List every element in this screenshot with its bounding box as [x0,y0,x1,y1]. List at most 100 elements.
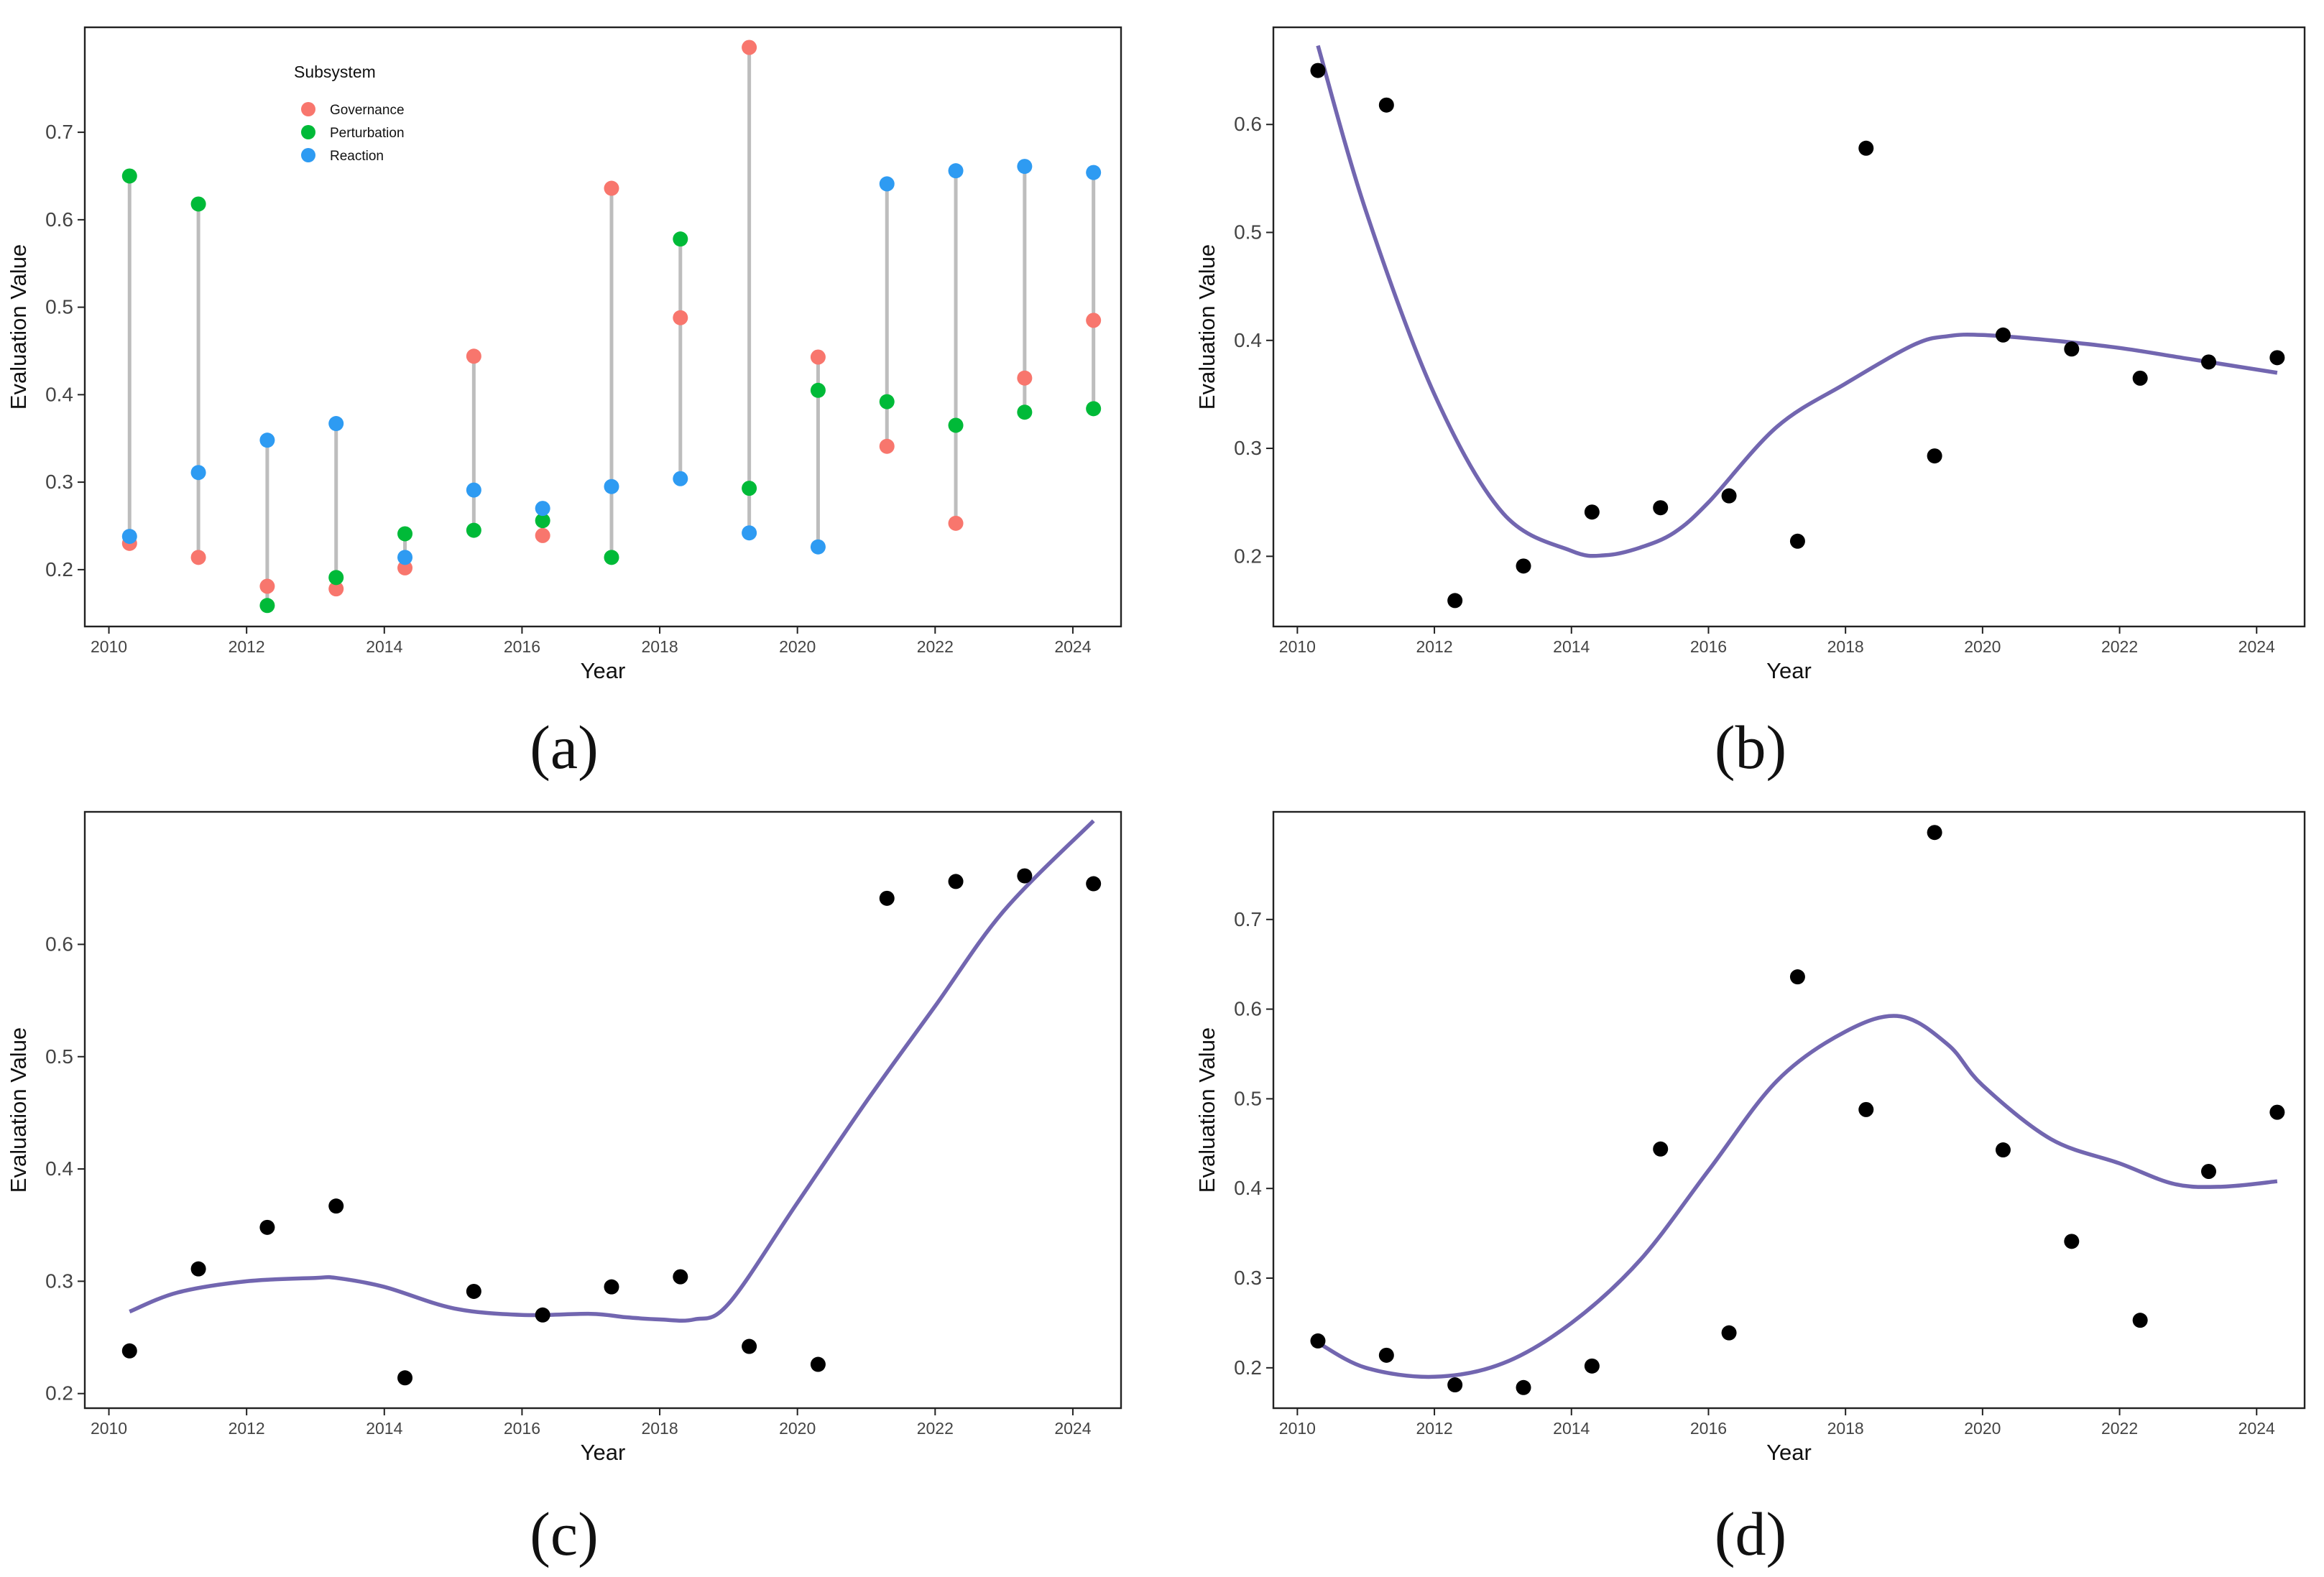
point-governance [259,578,275,594]
data-point [397,1370,413,1386]
point-perturbation [466,522,481,538]
data-point [1447,1377,1463,1393]
data-point [1017,868,1033,884]
data-point [1995,1142,2011,1158]
point-governance [673,310,688,325]
legend-key-governance [301,102,315,116]
point-perturbation [259,598,275,614]
point-perturbation [121,168,137,184]
data-point [1653,500,1669,516]
x-tick-label: 2020 [779,637,816,656]
x-tick-label: 2010 [1279,637,1316,656]
x-tick-label: 2010 [91,1419,127,1438]
legend-label-governance: Governance [330,103,405,118]
point-perturbation [328,570,344,586]
point-perturbation [604,550,619,565]
y-tick-label: 0.6 [1234,998,1262,1020]
y-tick-label: 0.2 [45,1382,73,1405]
point-perturbation [1017,404,1033,420]
x-tick-label: 2024 [1054,1419,1091,1438]
y-tick-label: 0.6 [45,933,73,955]
panel-label-b: (b) [1714,713,1787,782]
y-tick-label: 0.5 [45,296,73,318]
point-perturbation [810,382,826,398]
data-point [1310,63,1326,78]
point-reaction [1086,165,1102,180]
point-reaction [535,501,550,517]
x-axis-label: Year [581,1440,626,1465]
smooth-trend-line [1317,1014,2278,1379]
plot-frame [83,26,1122,628]
data-point [466,1283,481,1299]
point-governance [1086,313,1102,328]
legend-key-perturbation [301,125,315,139]
data-point [1927,825,1942,841]
data-point [604,1279,619,1295]
y-tick-label: 0.3 [1234,437,1262,459]
point-governance [397,560,413,575]
y-tick-label: 0.5 [1234,1087,1262,1109]
data-point [1584,1358,1600,1374]
y-tick-label: 0.3 [45,471,73,493]
point-perturbation [673,231,688,247]
point-reaction [466,482,481,498]
x-tick-label: 2020 [1964,637,2001,656]
data-point [1447,593,1463,609]
y-tick-label: 0.4 [1234,329,1262,351]
x-tick-label: 2012 [1416,1419,1452,1438]
smooth-trend-line [1316,45,2278,558]
panel-label-a: (a) [530,713,599,782]
plot-frame [83,810,1122,1410]
y-axis-label: Evaluation Value [1194,244,1219,410]
x-axis-label: Year [581,658,626,683]
y-tick-label: 0.7 [1234,908,1262,930]
point-reaction [328,416,344,432]
data-point [121,1343,137,1359]
data-point [1858,1101,1874,1117]
data-point [1310,1333,1326,1349]
x-tick-label: 2012 [229,637,265,656]
legend-key-reaction [301,148,315,162]
y-tick-label: 0.3 [1234,1267,1262,1289]
data-point [1789,533,1805,549]
y-tick-label: 0.3 [45,1270,73,1292]
x-tick-label: 2024 [2238,1419,2275,1438]
chart-panel-c: 2010 2012 2014 2016 2018 2020 2022 2024 0.2 0.3 0.… [0,790,1162,1577]
x-tick-label: 2014 [1553,1419,1590,1438]
point-governance [810,349,826,365]
y-tick-label: 0.2 [45,558,73,581]
data-point [948,874,964,889]
chart-panel-d: 2010 2012 2014 2016 2018 2020 2022 2024 0.2 0.3 0.… [1162,790,2324,1577]
y-tick-label: 0.2 [1234,1356,1262,1379]
data-point [259,1219,275,1235]
point-reaction [1017,159,1033,175]
y-tick-label: 0.2 [1234,545,1262,567]
chart-panel-a: 2010 2012 2014 2016 2018 2020 2022 2024 0.2 0.3 0.… [0,0,1162,790]
x-tick-label: 2018 [641,1419,678,1438]
point-reaction [604,478,619,494]
point-reaction [259,433,275,448]
plot-frame [1272,810,2306,1410]
data-point [535,1307,550,1323]
point-governance [190,550,206,565]
point-reaction [397,550,413,565]
x-tick-label: 2020 [1964,1419,2001,1438]
data-point [2064,1234,2080,1249]
data-point [190,1261,206,1277]
legend-title: Subsystem [294,63,376,81]
x-tick-label: 2016 [504,637,540,656]
data-point [1721,1325,1737,1341]
x-tick-label: 2010 [91,637,127,656]
data-point [2132,370,2148,386]
y-tick-label: 0.5 [45,1045,73,1068]
y-axis-label: Evaluation Value [6,244,31,410]
data-point [2269,350,2285,366]
data-point [1378,1347,1394,1363]
point-governance [604,180,619,196]
chart-a-svg: 2010 2012 2014 2016 2018 2020 2022 2024 0.2 0.3 0.… [6,26,1122,683]
point-governance [948,515,964,531]
point-reaction [742,525,757,541]
x-tick-label: 2016 [1690,1419,1727,1438]
point-reaction [810,539,826,555]
